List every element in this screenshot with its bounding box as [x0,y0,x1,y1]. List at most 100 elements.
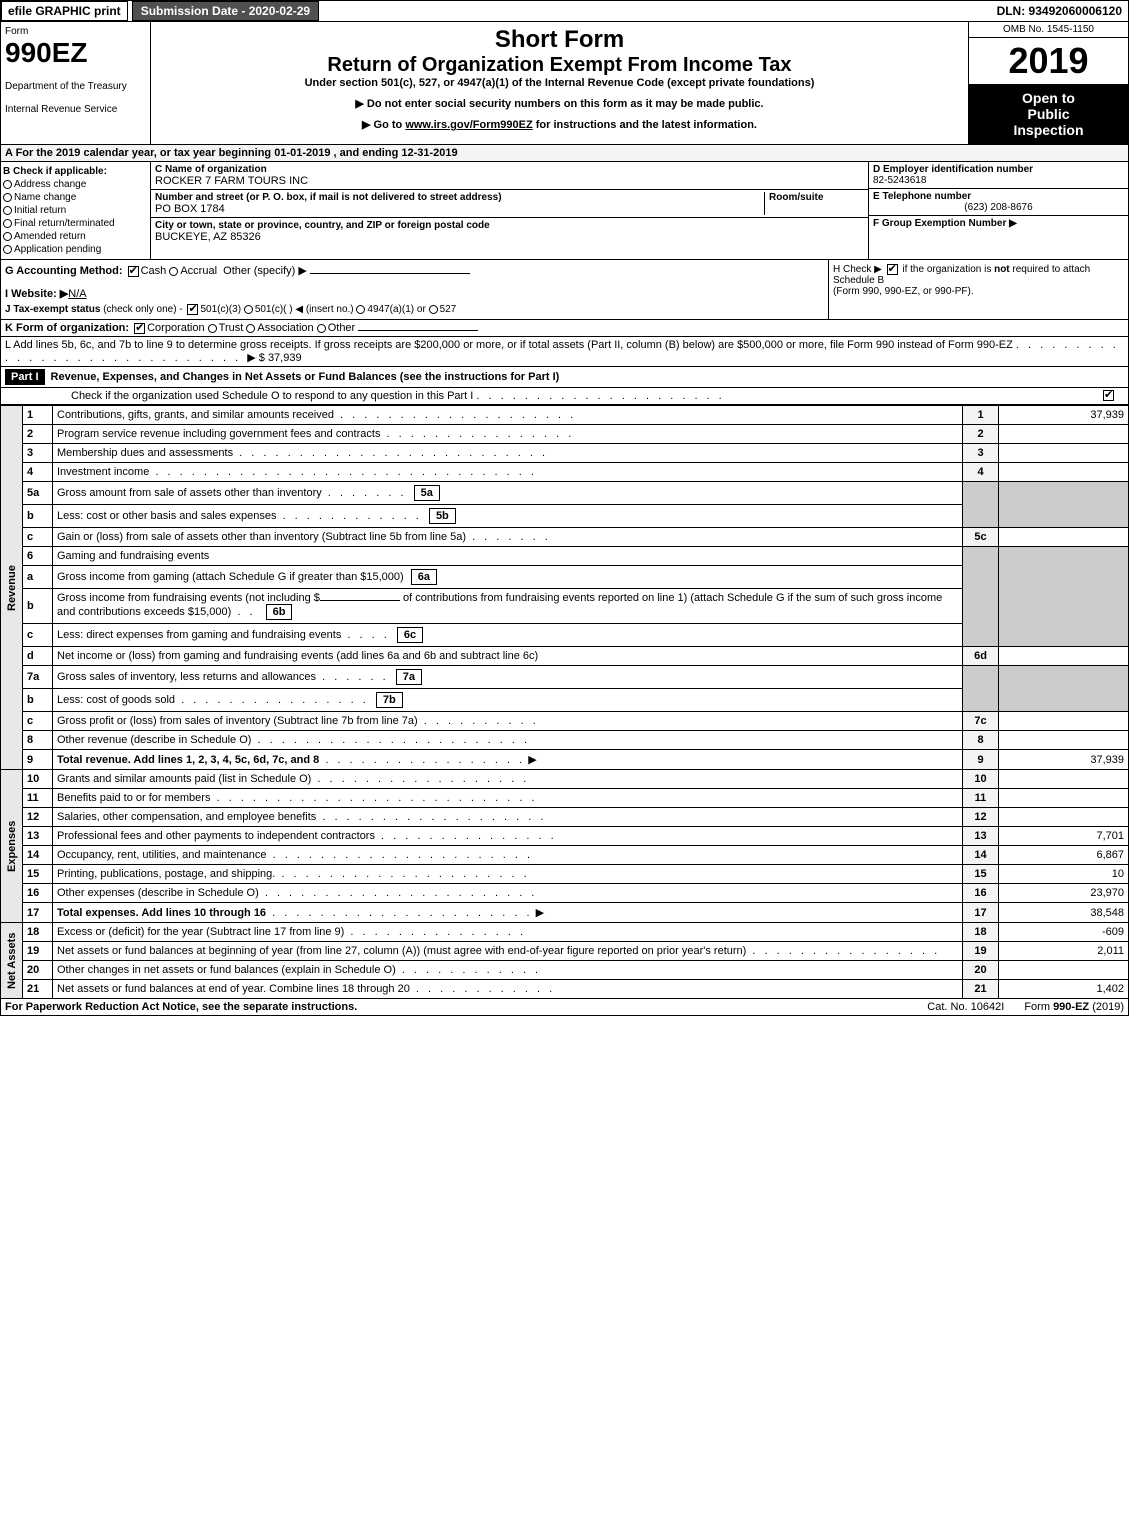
check-name[interactable]: Name change [3,192,148,203]
l8-amt [999,731,1129,750]
l9-num: 9 [23,750,53,770]
line-18: Net Assets 18 Excess or (deficit) for th… [1,923,1129,942]
k-corp: Corporation [147,322,204,334]
l6c-text: Less: direct expenses from gaming and fu… [53,624,963,647]
k-corp-checkbox[interactable] [134,323,145,334]
street-label: Number and street (or P. O. box, if mail… [155,192,764,203]
l-amount: ▶ $ 37,939 [247,352,301,364]
form-number: 990EZ [5,37,146,69]
line-13: 13 Professional fees and other payments … [1,827,1129,846]
l14-amt: 6,867 [999,846,1129,865]
l-text: L Add lines 5b, 6c, and 7b to line 9 to … [5,339,1013,351]
l7b-num: b [23,689,53,712]
check-final-label: Final return/terminated [14,218,115,229]
efile-print-button[interactable]: efile GRAPHIC print [1,1,128,21]
k-row: K Form of organization: Corporation Trus… [0,320,1129,337]
part1-check-text: Check if the organization used Schedule … [71,390,473,402]
check-final[interactable]: Final return/terminated [3,218,148,229]
part1-title: Revenue, Expenses, and Changes in Net As… [51,371,560,383]
j-501c3-checkbox[interactable] [187,304,198,315]
l18-col: 18 [963,923,999,942]
line-20: 20 Other changes in net assets or fund b… [1,961,1129,980]
j-501c3: 501(c)(3) [200,304,241,315]
check-amended[interactable]: Amended return [3,231,148,242]
l13-amt: 7,701 [999,827,1129,846]
form-word: Form [5,26,146,37]
part1-dots: . . . . . . . . . . . . . . . . . . . . … [476,390,724,402]
line-16: 16 Other expenses (describe in Schedule … [1,884,1129,903]
l4-num: 4 [23,463,53,482]
k-trust-radio[interactable] [208,324,217,333]
k-assoc: Association [257,322,313,334]
l15-num: 15 [23,865,53,884]
l7c-col: 7c [963,712,999,731]
l4-text: Investment income . . . . . . . . . . . … [53,463,963,482]
l20-num: 20 [23,961,53,980]
k-other-radio[interactable] [317,324,326,333]
room-label: Room/suite [769,192,864,203]
footer-form-prefix: Form [1024,1001,1053,1013]
dept-irs: Internal Revenue Service [5,104,146,115]
cash-checkbox[interactable] [128,266,139,277]
l3-amt [999,444,1129,463]
check-name-label: Name change [14,192,76,203]
part1-checkbox[interactable] [1103,390,1114,401]
l9-col: 9 [963,750,999,770]
l6b-text: Gross income from fundraising events (no… [53,589,963,624]
j-527: 527 [440,304,457,315]
l3-num: 3 [23,444,53,463]
check-initial[interactable]: Initial return [3,205,148,216]
open-line2: Public [975,106,1122,122]
check-address[interactable]: Address change [3,179,148,190]
l8-text: Other revenue (describe in Schedule O) .… [53,731,963,750]
l13-num: 13 [23,827,53,846]
footer-form-num: 990-EZ [1053,1001,1089,1013]
k-other-blank[interactable] [358,330,478,331]
line-6a: a Gross income from gaming (attach Sched… [1,566,1129,589]
l21-amt: 1,402 [999,980,1129,999]
k-assoc-radio[interactable] [246,324,255,333]
l17-amt: 38,548 [999,903,1129,923]
l16-amt: 23,970 [999,884,1129,903]
accrual-label: Accrual [180,265,217,277]
l6a-text: Gross income from gaming (attach Schedul… [53,566,963,589]
line-7b: b Less: cost of goods sold . . . . . . .… [1,689,1129,712]
l21-text: Net assets or fund balances at end of ye… [53,980,963,999]
l11-num: 11 [23,789,53,808]
part1-header: Part I Revenue, Expenses, and Changes in… [0,367,1129,388]
h-text4: (Form 990, 990-EZ, or 990-PF). [833,286,1124,297]
l6a-num: a [23,566,53,589]
submission-date-button[interactable]: Submission Date - 2020-02-29 [132,1,319,21]
h-checkbox[interactable] [887,264,898,275]
l5ab-shaded [963,482,999,528]
l-row: L Add lines 5b, 6c, and 7b to line 9 to … [0,337,1129,367]
k-other: Other [328,322,356,334]
l6d-amt [999,647,1129,666]
j-501c-radio[interactable] [244,305,253,314]
l9-text: Total revenue. Add lines 1, 2, 3, 4, 5c,… [53,750,963,770]
j-4947-radio[interactable] [356,305,365,314]
l8-col: 8 [963,731,999,750]
open-line1: Open to [975,90,1122,106]
l20-amt [999,961,1129,980]
l2-col: 2 [963,425,999,444]
line-14: 14 Occupancy, rent, utilities, and maint… [1,846,1129,865]
l8-num: 8 [23,731,53,750]
other-blank[interactable] [310,273,470,274]
l13-col: 13 [963,827,999,846]
j-527-radio[interactable] [429,305,438,314]
l15-col: 15 [963,865,999,884]
check-application[interactable]: Application pending [3,244,148,255]
l6-shaded [963,547,999,647]
l17-num: 17 [23,903,53,923]
i-label: I Website: ▶ [5,288,68,300]
l11-text: Benefits paid to or for members . . . . … [53,789,963,808]
k-trust: Trust [219,322,244,334]
accrual-radio[interactable] [169,267,178,276]
irs-link[interactable]: www.irs.gov/Form990EZ [405,119,532,131]
l7-shaded [963,666,999,712]
line-4: 4 Investment income . . . . . . . . . . … [1,463,1129,482]
l16-num: 16 [23,884,53,903]
l11-amt [999,789,1129,808]
d-label: D Employer identification number [873,164,1124,175]
